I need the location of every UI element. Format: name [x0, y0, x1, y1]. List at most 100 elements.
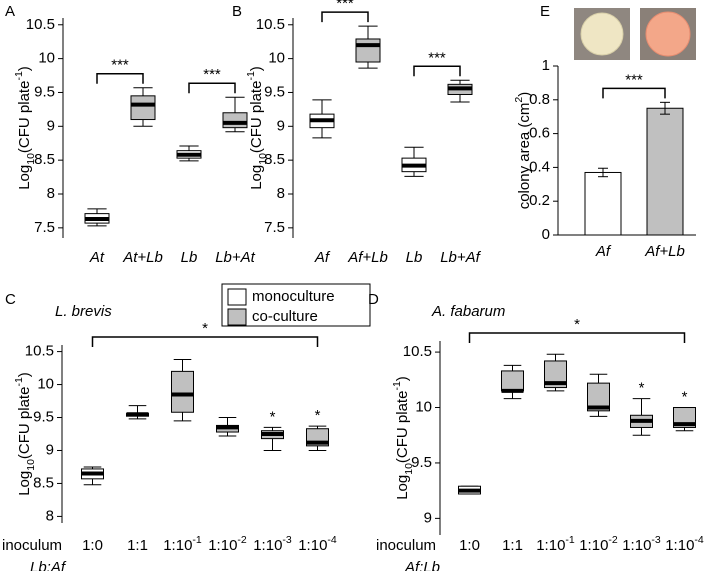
y-tick-label: 10 [37, 376, 54, 393]
legend-box [221, 283, 371, 327]
y-tick-label: 0.8 [529, 91, 550, 108]
x-tick-label: 1:1 [127, 537, 148, 554]
legend-label: monoculture [252, 288, 335, 305]
y-tick-label: 8.5 [34, 151, 55, 168]
y-tick-label: 10 [268, 50, 285, 67]
x-tick-label: 1:10-2 [579, 534, 618, 554]
x-axis-label: inoculum [2, 537, 62, 554]
x-tick-label: 1:10-3 [253, 534, 292, 554]
significance-label: * [574, 316, 580, 333]
y-tick-label: 9 [47, 117, 55, 134]
bar [646, 107, 684, 236]
x-tick-label: 1:1 [502, 537, 523, 554]
x-tick-label: At+Lb [122, 249, 163, 266]
colony [580, 12, 624, 56]
ratio-label: Lb:Af [30, 559, 67, 571]
significance-label: *** [428, 49, 446, 66]
y-tick-label: 10 [415, 398, 432, 415]
x-tick-label: 1:10-1 [163, 534, 202, 554]
y-tick-label: 10 [38, 50, 55, 67]
significance-bracket [188, 82, 236, 94]
significance-bracket [321, 11, 369, 23]
y-tick-label: 9.5 [411, 454, 432, 471]
y-axis-label: Log10(CFU plate-1) [391, 376, 415, 500]
x-tick-label: 1:10-4 [665, 534, 704, 554]
y-tick-label: 8 [47, 185, 55, 202]
x-tick-label: Af [595, 243, 612, 260]
colony [645, 11, 691, 57]
legend-label: co-culture [252, 308, 318, 325]
y-tick-label: 9.5 [33, 408, 54, 425]
x-tick-label: Lb [406, 249, 423, 266]
y-axis-label: Log10(CFU plate-1) [13, 66, 37, 190]
x-tick-label: Af+Lb [644, 243, 685, 260]
significance-label: *** [111, 57, 129, 74]
x-tick-label: At [89, 249, 105, 266]
panel-label: D [368, 291, 379, 308]
y-tick-label: 10.5 [403, 343, 432, 360]
x-tick-label: 1:10-3 [622, 534, 661, 554]
box [587, 382, 610, 412]
significance-note: * [639, 380, 645, 397]
x-tick-label: Af [314, 249, 331, 266]
significance-bracket [96, 72, 144, 84]
box [130, 95, 156, 121]
y-tick-label: 9 [46, 441, 54, 458]
y-axis-label: Log10(CFU plate-1) [245, 66, 269, 190]
significance-bracket [91, 336, 319, 347]
panel-label: C [5, 291, 16, 308]
ratio-label: Af:Lb [404, 559, 440, 571]
x-axis-label: inoculum [376, 537, 436, 554]
x-tick-label: 1:10-4 [298, 534, 337, 554]
legend-swatch [227, 288, 247, 306]
significance-bracket [602, 87, 666, 99]
x-tick-label: 1:10-1 [536, 534, 575, 554]
significance-note: * [270, 408, 276, 425]
panel-label: E [540, 3, 550, 20]
y-tick-label: 0.6 [529, 125, 550, 142]
y-tick-label: 10.5 [256, 16, 285, 33]
y-tick-label: 8 [277, 185, 285, 202]
significance-note: * [315, 407, 321, 424]
panel-title: A. fabarum [431, 303, 505, 320]
y-axis-label: colony area (cm2) [513, 92, 533, 210]
y-tick-label: 9 [277, 117, 285, 134]
significance-label: *** [203, 66, 221, 83]
y-tick-label: 7.5 [264, 219, 285, 236]
box [222, 112, 248, 129]
box [355, 38, 381, 63]
y-tick-label: 7.5 [34, 219, 55, 236]
y-tick-label: 10.5 [25, 343, 54, 360]
significance-label: * [202, 320, 208, 337]
x-tick-label: Lb+Af [440, 249, 481, 266]
y-tick-label: 9.5 [34, 83, 55, 100]
bar [584, 171, 622, 236]
y-tick-label: 0.4 [529, 158, 550, 175]
panel-title: L. brevis [55, 303, 112, 320]
significance-bracket [468, 332, 686, 343]
significance-bracket [413, 65, 461, 77]
y-tick-label: 8 [46, 507, 54, 524]
box [544, 360, 567, 389]
box [171, 370, 194, 413]
panel-label: A [5, 3, 15, 20]
y-tick-label: 10.5 [26, 16, 55, 33]
panel-label: B [232, 3, 242, 20]
y-axis-label: Log10(CFU plate-1) [13, 372, 37, 496]
x-tick-label: Af+Lb [347, 249, 388, 266]
x-tick-label: 1:0 [82, 537, 103, 554]
y-tick-label: 9.5 [264, 83, 285, 100]
significance-label: *** [336, 0, 354, 12]
y-tick-label: 0 [542, 226, 550, 243]
legend-swatch [227, 308, 247, 326]
x-tick-label: Lb+At [215, 249, 255, 266]
y-tick-label: 8.5 [264, 151, 285, 168]
significance-label: *** [625, 71, 643, 88]
y-tick-label: 0.2 [529, 192, 550, 209]
y-tick-label: 9 [424, 509, 432, 526]
significance-note: * [682, 388, 688, 405]
x-tick-label: 1:10-2 [208, 534, 247, 554]
x-tick-label: Lb [181, 249, 198, 266]
y-tick-label: 8.5 [33, 474, 54, 491]
